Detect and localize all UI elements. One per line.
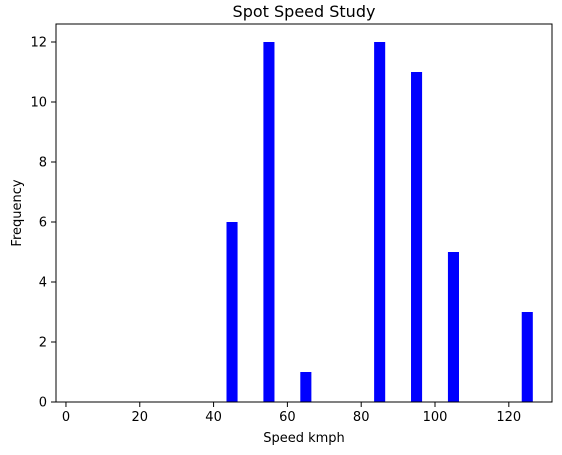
bar-125	[521, 312, 533, 402]
x-axis-label: Speed kmph	[263, 431, 345, 446]
x-tick-label: 20	[131, 410, 148, 425]
x-axis-ticks: 0 20 40 60 80 100 120	[62, 402, 521, 425]
plot-area-frame	[55, 23, 553, 403]
x-tick-label: 100	[423, 410, 448, 425]
y-tick-label: 6	[39, 216, 47, 231]
x-tick-label: 120	[496, 410, 521, 425]
y-tick-label: 8	[39, 156, 47, 171]
bar-55	[263, 42, 275, 402]
bar-85	[374, 42, 386, 402]
bar-45	[226, 222, 238, 402]
bar-65	[300, 372, 312, 402]
y-tick-label: 4	[39, 276, 47, 291]
y-tick-label: 10	[30, 96, 47, 111]
bar-95	[411, 72, 423, 402]
y-axis-label: Frequency	[10, 179, 25, 246]
y-tick-label: 12	[30, 36, 47, 51]
y-tick-label: 0	[39, 396, 47, 411]
bars-layer	[226, 42, 533, 402]
x-tick-label: 0	[62, 410, 70, 425]
x-tick-label: 80	[353, 410, 370, 425]
x-tick-label: 40	[205, 410, 222, 425]
x-tick-label: 60	[279, 410, 296, 425]
y-tick-label: 2	[39, 336, 47, 351]
chart-title: Spot Speed Study	[233, 2, 376, 21]
bar-105	[447, 252, 459, 402]
y-axis-ticks: 0 2 4 6 8 10 12	[30, 36, 56, 411]
